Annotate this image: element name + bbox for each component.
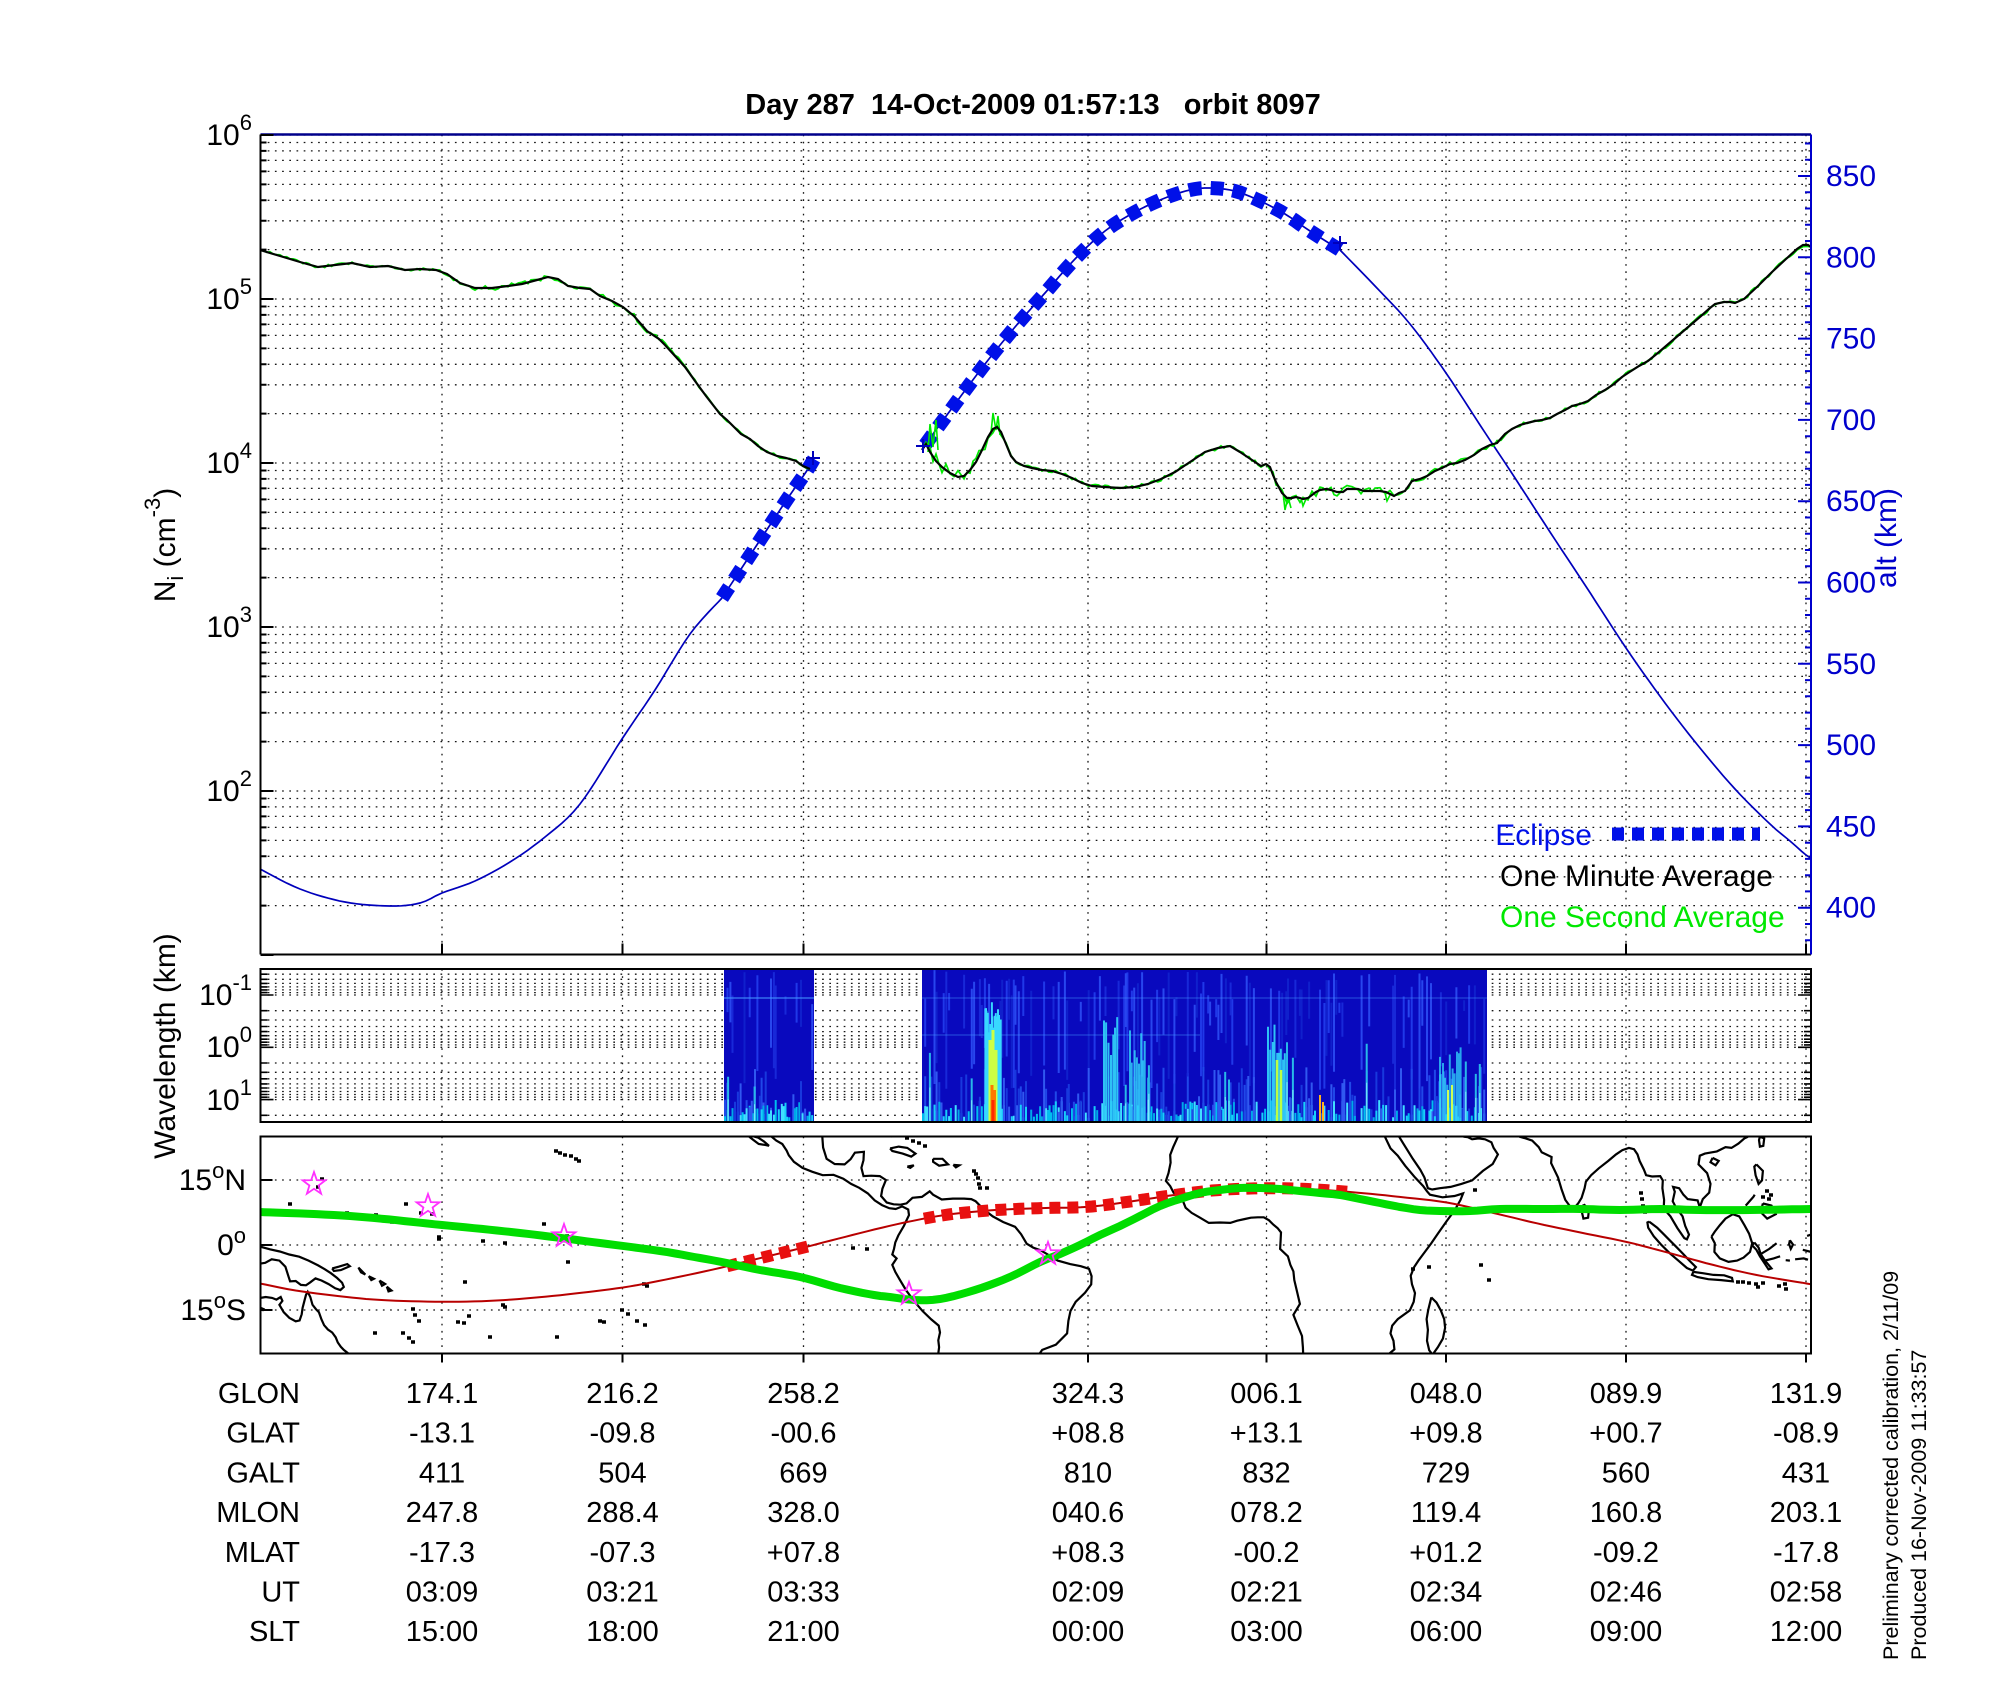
svg-text:GLON: GLON [218,1378,300,1410]
svg-text:-07.3: -07.3 [589,1537,655,1569]
svg-text:216.2: 216.2 [586,1378,659,1410]
svg-text:09:00: 09:00 [1590,1616,1663,1648]
svg-text:SLT: SLT [249,1616,300,1648]
svg-text:411: 411 [419,1457,465,1489]
svg-text:18:00: 18:00 [586,1616,659,1648]
svg-text:800: 800 [1826,241,1876,274]
svg-text:450: 450 [1826,810,1876,843]
svg-text:03:00: 03:00 [1230,1616,1303,1648]
svg-text:700: 700 [1826,404,1876,437]
svg-text:750: 750 [1826,323,1876,356]
svg-text:-17.8: -17.8 [1773,1537,1839,1569]
svg-text:500: 500 [1826,729,1876,762]
svg-text:alt (km): alt (km) [1870,488,1903,588]
svg-text:089.9: 089.9 [1590,1378,1663,1410]
svg-text:03:09: 03:09 [406,1577,479,1609]
svg-text:-00.6: -00.6 [770,1418,836,1450]
svg-text:+09.8: +09.8 [1409,1418,1482,1450]
svg-text:431: 431 [1782,1457,1830,1489]
svg-text:669: 669 [779,1457,827,1489]
svg-text:-13.1: -13.1 [409,1418,475,1450]
svg-text:MLAT: MLAT [225,1537,300,1569]
svg-text:Day 287 14-Oct-2009 01:57:13: Day 287 14-Oct-2009 01:57:13 orbit 8097 [745,89,1321,121]
svg-text:131.9: 131.9 [1770,1378,1843,1410]
svg-text:650: 650 [1826,485,1876,518]
svg-text:+13.1: +13.1 [1230,1418,1303,1450]
svg-text:03:33: 03:33 [767,1577,840,1609]
svg-text:02:21: 02:21 [1230,1577,1303,1609]
svg-text:02:09: 02:09 [1052,1577,1125,1609]
svg-text:Wavelength (km): Wavelength (km) [149,933,182,1159]
svg-text:600: 600 [1826,567,1876,600]
svg-text:03:21: 03:21 [586,1577,659,1609]
svg-text:328.0: 328.0 [767,1497,840,1529]
svg-text:15:00: 15:00 [406,1616,479,1648]
svg-text:MLON: MLON [216,1497,300,1529]
svg-text:324.3: 324.3 [1052,1378,1125,1410]
svg-text:550: 550 [1826,648,1876,681]
svg-text:21:00: 21:00 [767,1616,840,1648]
svg-text:Eclipse: Eclipse [1495,819,1592,852]
svg-text:729: 729 [1422,1457,1470,1489]
svg-text:02:46: 02:46 [1590,1577,1663,1609]
svg-text:-09.2: -09.2 [1593,1537,1659,1569]
svg-text:UT: UT [261,1577,300,1609]
svg-text:832: 832 [1242,1457,1290,1489]
svg-text:+01.2: +01.2 [1409,1537,1482,1569]
svg-text:GLAT: GLAT [226,1418,300,1450]
svg-text:078.2: 078.2 [1230,1497,1303,1529]
svg-text:119.4: 119.4 [1411,1497,1481,1529]
svg-text:+00.7: +00.7 [1589,1418,1662,1450]
svg-text:174.1: 174.1 [406,1378,479,1410]
svg-text:+08.3: +08.3 [1051,1537,1124,1569]
svg-text:048.0: 048.0 [1410,1378,1483,1410]
svg-text:-00.2: -00.2 [1233,1537,1299,1569]
svg-text:006.1: 006.1 [1230,1378,1303,1410]
svg-text:258.2: 258.2 [767,1378,840,1410]
svg-text:-08.9: -08.9 [1773,1418,1839,1450]
svg-text:12:00: 12:00 [1770,1616,1843,1648]
svg-text:040.6: 040.6 [1052,1497,1125,1529]
svg-text:247.8: 247.8 [406,1497,479,1529]
svg-text:One Minute Average: One Minute Average [1500,860,1773,893]
svg-text:15oS: 15oS [180,1288,246,1327]
svg-text:+07.8: +07.8 [767,1537,840,1569]
svg-text:203.1: 203.1 [1770,1497,1843,1529]
svg-text:One Second Average: One Second Average [1500,901,1785,934]
svg-text:810: 810 [1064,1457,1112,1489]
svg-text:Preliminary corrected calibrat: Preliminary corrected calibration, 2/11/… [1879,1271,1903,1660]
svg-text:160.8: 160.8 [1590,1497,1663,1529]
svg-text:560: 560 [1602,1457,1650,1489]
svg-text:06:00: 06:00 [1410,1616,1483,1648]
svg-text:02:58: 02:58 [1770,1577,1843,1609]
svg-text:Produced 16-Nov-2009 11:33:57: Produced 16-Nov-2009 11:33:57 [1907,1350,1931,1660]
svg-text:400: 400 [1826,892,1876,925]
svg-text:00:00: 00:00 [1052,1616,1125,1648]
svg-text:02:34: 02:34 [1410,1577,1483,1609]
svg-text:-09.8: -09.8 [589,1418,655,1450]
svg-text:-17.3: -17.3 [409,1537,475,1569]
svg-text:+08.8: +08.8 [1051,1418,1124,1450]
svg-text:288.4: 288.4 [586,1497,659,1529]
svg-text:GALT: GALT [226,1457,300,1489]
svg-text:504: 504 [598,1457,646,1489]
svg-text:850: 850 [1826,160,1876,193]
